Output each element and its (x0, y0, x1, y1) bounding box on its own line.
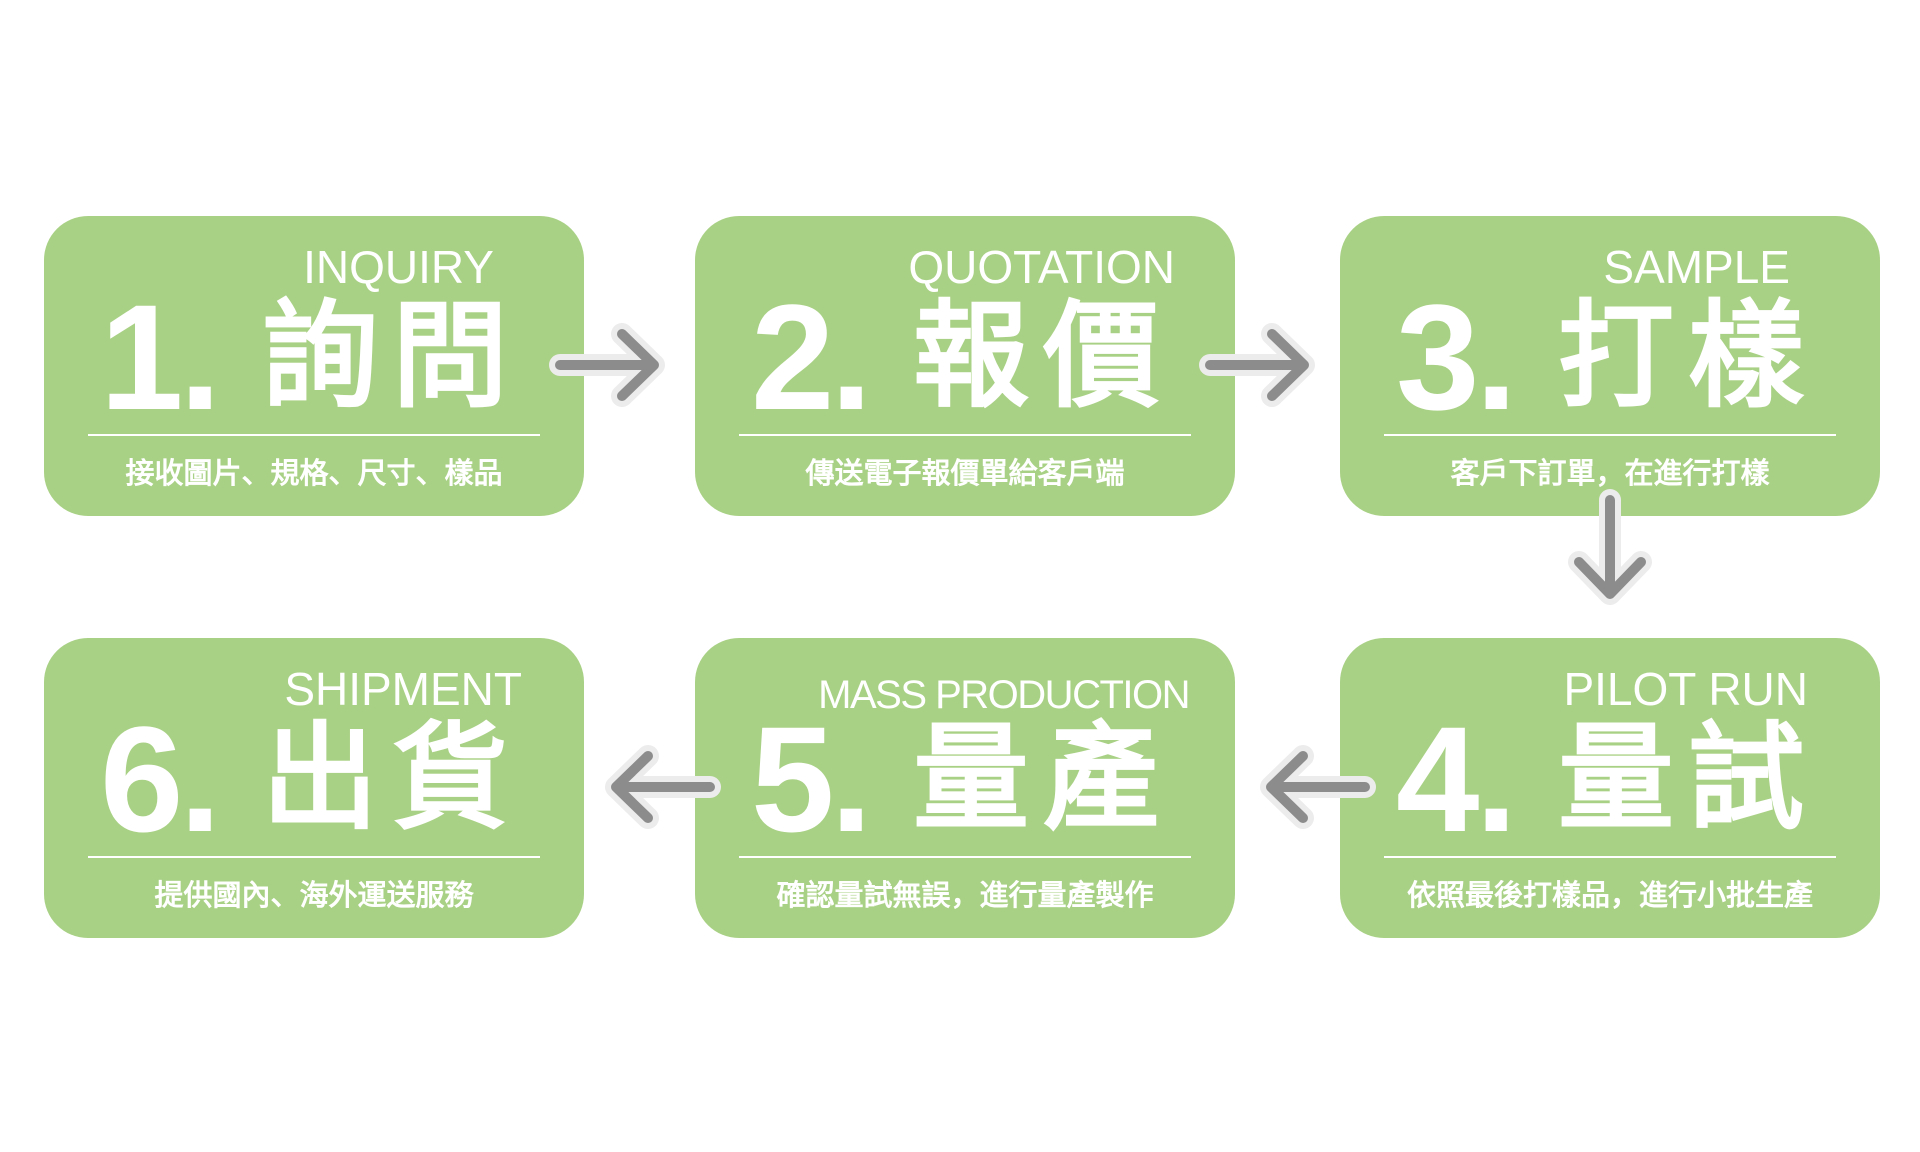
step-english-title: SHIPMENT (284, 663, 522, 715)
arrow-left-icon (605, 745, 721, 829)
arrow-down-icon (1568, 489, 1652, 605)
step-english-title: QUOTATION (908, 241, 1175, 293)
step-divider (1384, 856, 1836, 858)
step-chinese-title: 出貨 (262, 711, 522, 846)
step-description: 傳送電子報價單給客戶端 (805, 456, 1125, 490)
step-chinese-title: 詢問 (262, 289, 522, 424)
step-english-title: MASS PRODUCTION (818, 673, 1190, 717)
step-number: 5. (751, 695, 872, 863)
step-divider (1384, 434, 1836, 436)
arrow-right-icon (549, 323, 665, 407)
arrow-left-icon (1260, 745, 1376, 829)
step-card-sample: SAMPLE 3. 打樣 客戶下訂單，在進行打樣 (1340, 216, 1880, 516)
arrow-right-icon (1199, 323, 1315, 407)
step-number: 1. (100, 273, 221, 441)
step-number: 6. (100, 695, 221, 863)
step-number: 2. (751, 273, 872, 441)
step-description: 依照最後打樣品，進行小批生產 (1406, 878, 1813, 912)
step-description: 提供國內、海外運送服務 (154, 878, 474, 912)
step-card-quotation: QUOTATION 2. 報價 傳送電子報價單給客戶端 (695, 216, 1235, 516)
step-chinese-title: 打樣 (1558, 289, 1818, 424)
step-divider (88, 434, 540, 436)
step-description: 確認量試無誤，進行量產製作 (776, 878, 1154, 912)
step-english-title: PILOT RUN (1563, 663, 1808, 715)
step-chinese-title: 量產 (913, 711, 1173, 846)
step-description: 客戶下訂單，在進行打樣 (1450, 456, 1770, 490)
step-chinese-title: 量試 (1558, 711, 1818, 846)
step-number: 3. (1396, 273, 1517, 441)
step-number: 4. (1396, 695, 1517, 863)
step-divider (88, 856, 540, 858)
step-english-title: SAMPLE (1603, 241, 1790, 293)
step-card-shipment: SHIPMENT 6. 出貨 提供國內、海外運送服務 (44, 638, 584, 938)
step-description: 接收圖片、規格、尺寸、樣品 (125, 456, 503, 490)
step-card-pilot-run: PILOT RUN 4. 量試 依照最後打樣品，進行小批生產 (1340, 638, 1880, 938)
step-english-title: INQUIRY (303, 241, 494, 293)
step-card-inquiry: INQUIRY 1. 詢問 接收圖片、規格、尺寸、樣品 (44, 216, 584, 516)
step-card-mass-production: MASS PRODUCTION 5. 量產 確認量試無誤，進行量產製作 (695, 638, 1235, 938)
step-chinese-title: 報價 (913, 289, 1173, 424)
step-divider (739, 434, 1191, 436)
step-divider (739, 856, 1191, 858)
